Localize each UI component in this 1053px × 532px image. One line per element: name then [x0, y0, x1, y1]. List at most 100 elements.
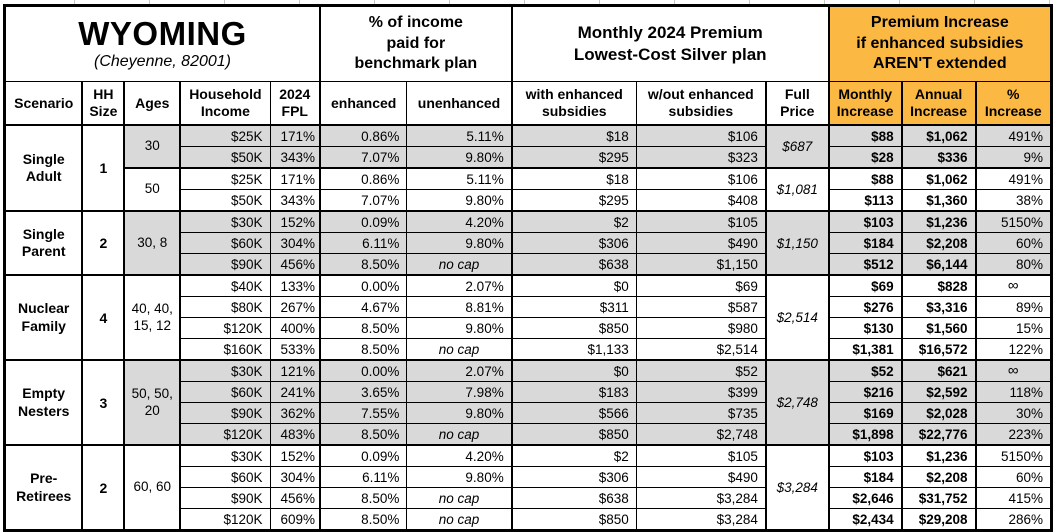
cell-premium-without-subsidies: $105	[635, 444, 767, 467]
cell-annual-increase: $828	[900, 274, 977, 297]
cell-premium-without-subsidies: $408	[635, 189, 767, 212]
cell-monthly-increase: $103	[827, 210, 903, 233]
cell-pct-unenhanced: no cap	[406, 487, 513, 509]
cell-ages: 50	[123, 167, 181, 212]
cell-premium-with-subsidies: $295	[510, 189, 637, 212]
state-subtitle: (Cheyenne, 82001)	[94, 52, 231, 70]
table-row: $60K 241% 3.65% 7.98% $183 $399 $216 $2,…	[5, 381, 1052, 403]
cell-monthly-increase: $276	[827, 296, 903, 318]
cell-ages: 30	[123, 124, 181, 169]
cell-premium-without-subsidies: $106	[635, 124, 767, 147]
cell-fpl: 171%	[269, 124, 321, 147]
col-header-ages: Ages	[123, 81, 181, 126]
cell-pct-enhanced: 8.50%	[318, 487, 408, 509]
cell-pct-increase: 15%	[974, 317, 1052, 339]
cell-annual-increase: $2,592	[900, 381, 977, 403]
cell-full-price: $2,748	[764, 359, 830, 446]
cell-annual-increase: $1,236	[900, 210, 977, 233]
cell-premium-without-subsidies: $69	[635, 274, 767, 297]
cell-pct-unenhanced: 8.81%	[406, 296, 513, 318]
cell-annual-increase: $31,752	[900, 487, 977, 509]
header-premium-group: Monthly 2024 Premium Lowest-Cost Silver …	[510, 5, 830, 82]
cell-full-price: $1,081	[764, 167, 830, 212]
cell-fpl: 304%	[269, 232, 321, 254]
cell-pct-increase: 223%	[974, 423, 1052, 446]
cell-income: $160K	[179, 338, 271, 361]
cell-income: $90K	[179, 402, 271, 424]
cell-premium-without-subsidies: $323	[635, 146, 767, 169]
cell-income: $40K	[179, 274, 271, 297]
cell-pct-unenhanced: 7.98%	[406, 381, 513, 403]
cell-pct-enhanced: 8.50%	[318, 423, 408, 446]
table-row: $120K 400% 8.50% 9.80% $850 $980 $130 $1…	[5, 317, 1052, 339]
cell-pct-enhanced: 0.09%	[318, 444, 408, 467]
cell-premium-with-subsidies: $2	[510, 210, 637, 233]
table-row: $90K 456% 8.50% no cap $638 $3,284 $2,64…	[5, 487, 1052, 509]
col-header-with-subsidies: with enhanced subsidies	[510, 81, 637, 126]
cell-premium-with-subsidies: $306	[510, 232, 637, 254]
cell-monthly-increase: $169	[827, 402, 903, 424]
cell-pct-increase: 5150%	[974, 210, 1052, 233]
cell-fpl: 121%	[269, 359, 321, 382]
cell-scenario: Pre- Retirees	[4, 444, 83, 531]
table-row: Pre- Retirees 2 60, 60 $30K 152% 0.09% 4…	[4, 444, 1052, 531]
cell-income: $90K	[179, 253, 271, 276]
cell-pct-increase: 89%	[974, 296, 1052, 318]
table-row: 50 $25K 171% 0.86% 5.11% $18 $106 $1,081…	[5, 167, 1052, 212]
cell-annual-increase: $2,028	[900, 402, 977, 424]
cell-premium-without-subsidies: $52	[635, 359, 767, 382]
cell-annual-increase: $3,316	[900, 296, 977, 318]
cell-annual-increase: $1,236	[900, 444, 977, 467]
cell-pct-unenhanced: 9.80%	[406, 146, 513, 169]
cell-premium-with-subsidies: $18	[510, 167, 637, 190]
cell-premium-without-subsidies: $2,748	[635, 423, 767, 446]
cell-full-price: $2,514	[764, 274, 830, 361]
table-row: $90K 362% 7.55% 9.80% $566 $735 $169 $2,…	[5, 402, 1052, 424]
table-row: $80K 267% 4.67% 8.81% $311 $587 $276 $3,…	[5, 296, 1052, 318]
cell-income: $120K	[179, 317, 271, 339]
cell-pct-unenhanced: 4.20%	[406, 210, 513, 233]
cell-pct-enhanced: 8.50%	[318, 317, 408, 339]
col-header-income: Household Income	[179, 81, 271, 126]
cell-annual-increase: $2,208	[900, 232, 977, 254]
cell-premium-with-subsidies: $0	[510, 359, 637, 382]
cell-fpl: 483%	[269, 423, 321, 446]
cell-income: $25K	[179, 124, 271, 147]
cell-pct-increase: 60%	[974, 232, 1052, 254]
cell-premium-with-subsidies: $18	[510, 124, 637, 147]
cell-pct-increase: ∞	[974, 359, 1052, 382]
cell-hh-size: 4	[81, 274, 125, 361]
cell-ages: 60, 60	[123, 444, 181, 531]
col-header-enhanced: enhanced	[318, 81, 408, 126]
cell-premium-with-subsidies: $638	[510, 253, 637, 276]
cell-ages: 40, 40, 15, 12	[123, 274, 181, 361]
cell-premium-without-subsidies: $490	[635, 466, 767, 488]
cell-premium-without-subsidies: $105	[635, 210, 767, 233]
cell-pct-increase: 491%	[974, 167, 1052, 190]
premium-table: WYOMING (Cheyenne, 82001) % of income pa…	[3, 4, 1053, 532]
cell-monthly-increase: $88	[827, 124, 903, 147]
cell-pct-increase: 80%	[974, 253, 1052, 276]
col-header-without-subsidies: w/out enhanced subsidies	[635, 81, 767, 126]
cell-pct-unenhanced: 9.80%	[406, 402, 513, 424]
cell-pct-increase: 491%	[974, 124, 1052, 147]
cell-pct-enhanced: 3.65%	[318, 381, 408, 403]
cell-income: $60K	[179, 381, 271, 403]
cell-pct-increase: 38%	[974, 189, 1052, 212]
cell-monthly-increase: $1,381	[827, 338, 903, 361]
cell-ages: 30, 8	[123, 210, 181, 276]
cell-pct-enhanced: 0.00%	[318, 274, 408, 297]
cell-pct-enhanced: 0.86%	[318, 167, 408, 190]
cell-monthly-increase: $69	[827, 274, 903, 297]
cell-fpl: 171%	[269, 167, 321, 190]
cell-fpl: 133%	[269, 274, 321, 297]
cell-fpl: 304%	[269, 466, 321, 488]
cell-monthly-increase: $88	[827, 167, 903, 190]
table-row: $160K 533% 8.50% no cap $1,133 $2,514 $1…	[5, 338, 1052, 361]
cell-scenario: Empty Nesters	[4, 359, 83, 446]
cell-pct-enhanced: 0.09%	[318, 210, 408, 233]
cell-annual-increase: $621	[900, 359, 977, 382]
cell-full-price: $1,150	[764, 210, 830, 276]
cell-scenario: Single Adult	[4, 124, 83, 212]
col-header-full-price: Full Price	[764, 81, 830, 126]
